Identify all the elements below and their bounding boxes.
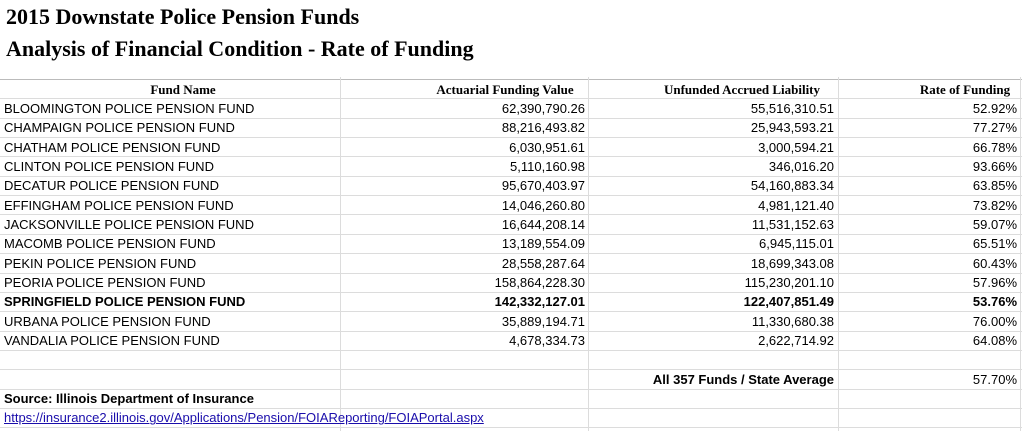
cell-value: 53.76% [972, 294, 1017, 310]
column-header: Fund Name [150, 81, 216, 97]
grid-line [0, 272, 1022, 274]
cell-value: 115,230,201.10 [744, 275, 834, 290]
cell-value: 65.51% [972, 236, 1017, 252]
grid-line [0, 195, 1022, 197]
cell-value: 93.66% [972, 158, 1017, 174]
cell-value: 57.96% [972, 275, 1017, 290]
cell-value: 5,110,160.98 [510, 158, 585, 174]
grid-line [0, 214, 1022, 216]
fund-name: SPRINGFIELD POLICE PENSION FUND [4, 294, 246, 310]
cell-value: 66.78% [972, 139, 1017, 155]
cell-value: 14,046,260.80 [501, 197, 585, 213]
cell-value: 54,160,883.34 [750, 178, 834, 194]
title: 2015 Downstate Police Pension Funds [6, 4, 360, 29]
grid-line [0, 137, 1022, 139]
cell-value: 4,678,334.73 [509, 333, 585, 349]
source-text: Source: Illinois Department of Insurance [4, 391, 254, 407]
cell-value: 122,407,851.49 [743, 294, 834, 310]
cell-value: 2,622,714.92 [758, 333, 834, 349]
footer-value: 57.70% [972, 371, 1017, 387]
cell-value: 3,000,594.21 [758, 139, 834, 155]
cell-value: 88,216,493.82 [501, 120, 585, 136]
cell-value: 63.85% [972, 178, 1017, 194]
fund-name: EFFINGHAM POLICE PENSION FUND [4, 197, 234, 213]
cell-value: 13,189,554.09 [501, 236, 585, 252]
fund-name: BLOOMINGTON POLICE PENSION FUND [4, 100, 255, 116]
cell-value: 59.07% [972, 216, 1017, 232]
cell-value: 55,516,310.51 [750, 100, 834, 116]
cell-value: 16,644,208.14 [501, 216, 585, 232]
cell-value: 11,531,152.63 [751, 216, 834, 232]
cell-value: 73.82% [972, 197, 1017, 213]
grid-line [0, 369, 1022, 371]
fund-name: PEKIN POLICE PENSION FUND [4, 255, 197, 271]
grid-line [588, 77, 589, 431]
grid-line [0, 407, 1022, 409]
grid-line [0, 156, 1022, 158]
subtitle: Analysis of Financial Condition - Rate o… [6, 36, 474, 61]
fund-name: CLINTON POLICE PENSION FUND [4, 158, 214, 174]
column-header: Actuarial Funding Value [436, 81, 574, 97]
cell-value: 64.08% [972, 333, 1017, 349]
cell-value: 35,889,194.71 [501, 313, 585, 329]
cell-value: 6,030,951.61 [509, 139, 585, 155]
column-header: Unfunded Accrued Liability [663, 81, 821, 97]
fund-name: DECATUR POLICE PENSION FUND [4, 178, 220, 194]
fund-name: MACOMB POLICE PENSION FUND [4, 236, 216, 252]
grid-line [1020, 77, 1021, 431]
grid-line [0, 253, 1022, 255]
grid-line [0, 330, 1022, 332]
grid-line [0, 291, 1022, 293]
cell-value: 52.92% [972, 100, 1017, 116]
grid-line [0, 117, 1022, 119]
grid-line [0, 427, 1022, 429]
cell-value: 11,330,680.38 [751, 313, 834, 329]
cell-value: 158,864,228.30 [494, 275, 585, 290]
cell-value: 28,558,287.64 [501, 255, 585, 271]
grid-line [0, 175, 1022, 177]
fund-name: PEORIA POLICE PENSION FUND [4, 275, 206, 290]
grid-line [838, 77, 839, 431]
cell-value: 95,670,403.97 [501, 178, 585, 194]
grid-line [0, 388, 1022, 390]
cell-value: 142,332,127.01 [494, 294, 585, 310]
fund-name: CHAMPAIGN POLICE PENSION FUND [4, 120, 235, 136]
cell-value: 62,390,790.26 [501, 100, 585, 116]
grid-line [0, 233, 1022, 235]
fund-name: JACKSONVILLE POLICE PENSION FUND [4, 216, 254, 232]
cell-value: 346,016.20 [768, 158, 834, 174]
source-link[interactable]: https://insurance2.illinois.gov/Applicat… [4, 410, 484, 426]
grid-line [0, 79, 1022, 80]
grid-line [0, 349, 1022, 351]
cell-value: 77.27% [972, 120, 1017, 136]
column-header: Rate of Funding [919, 81, 1011, 97]
grid-line [0, 311, 1022, 313]
fund-name: CHATHAM POLICE PENSION FUND [4, 139, 221, 155]
cell-value: 25,943,593.21 [750, 120, 834, 136]
cell-value: 18,699,343.08 [750, 255, 834, 271]
cell-value: 60.43% [972, 255, 1017, 271]
cell-value: 76.00% [972, 313, 1017, 329]
grid-line [0, 98, 1022, 100]
fund-name: VANDALIA POLICE PENSION FUND [4, 333, 220, 349]
grid-line [340, 77, 341, 431]
fund-name: URBANA POLICE PENSION FUND [4, 313, 211, 329]
footer-label: All 357 Funds / State Average [652, 371, 834, 387]
cell-value: 4,981,121.40 [758, 197, 834, 213]
cell-value: 6,945,115.01 [759, 236, 834, 252]
